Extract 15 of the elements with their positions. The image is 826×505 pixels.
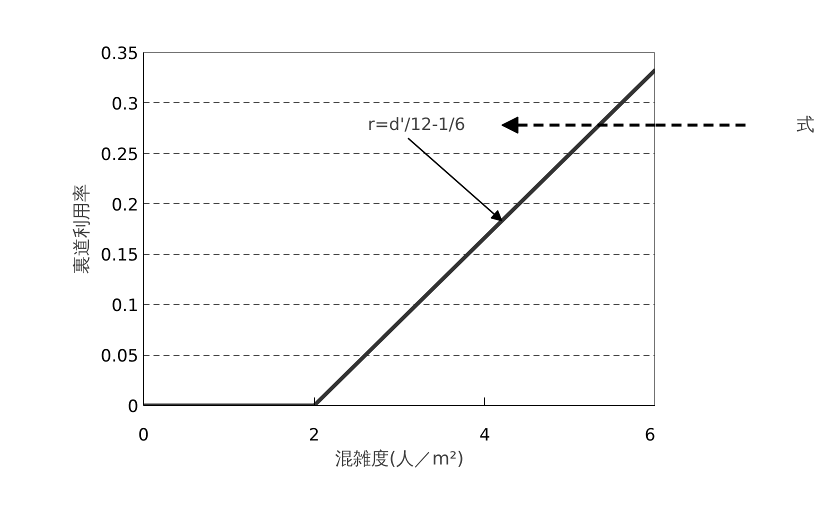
- text: 式: [796, 114, 814, 136]
- y-tick-label: 0.3: [111, 94, 139, 114]
- y-tick-label: 0: [128, 397, 139, 417]
- x-axis-title: 混雑度(人／m²): [335, 448, 464, 470]
- y-tick-label: 0.05: [100, 346, 139, 367]
- annotation: r=d'/12-1/6: [368, 115, 466, 136]
- x-tick-label: 4: [479, 426, 490, 446]
- y-tick-label: 0.1: [111, 296, 139, 316]
- x-tick-label: 6: [644, 426, 656, 446]
- y-axis-title: 裏道利用率: [72, 184, 93, 274]
- y-tick-label: 0.15: [100, 246, 139, 266]
- y-tick-label: 0.35: [100, 44, 139, 64]
- y-tick-label: 0.25: [100, 144, 139, 165]
- y-tick-label: 0.2: [111, 195, 139, 216]
- x-tick-label: 2: [308, 426, 320, 446]
